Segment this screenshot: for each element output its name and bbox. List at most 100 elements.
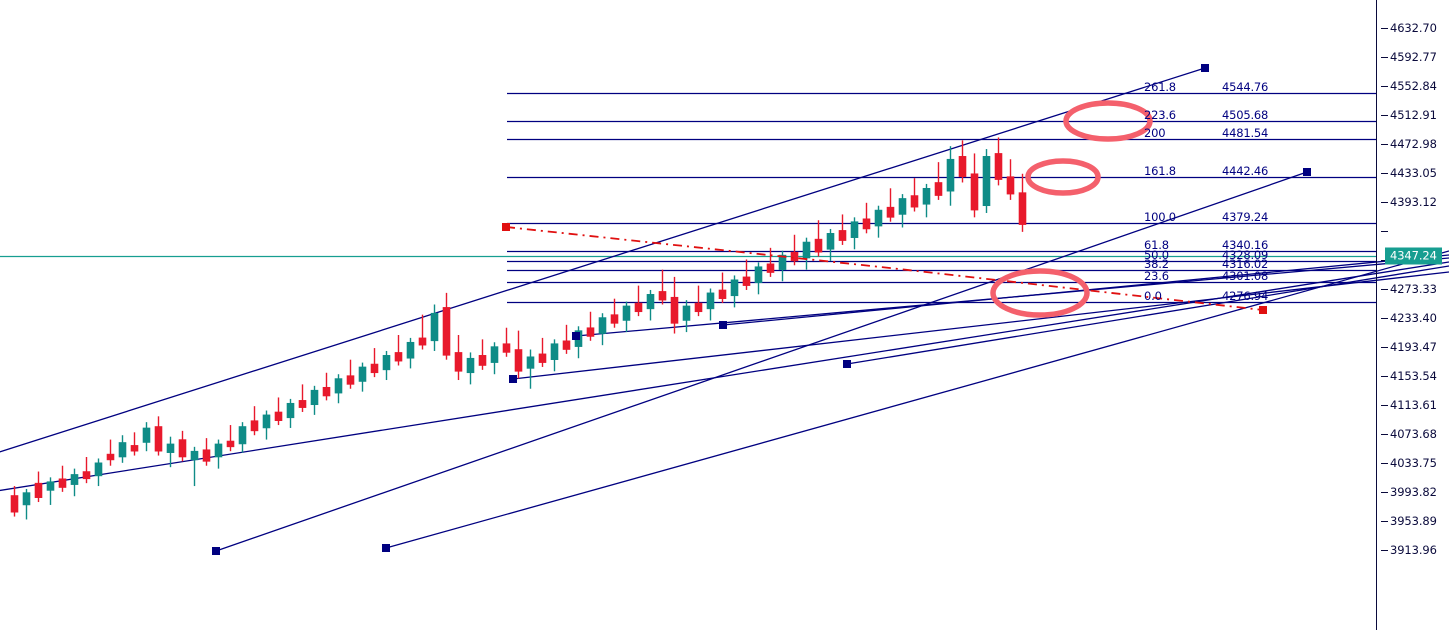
trendline-7-anchor-start[interactable] <box>719 321 727 329</box>
candle-body <box>502 343 511 353</box>
price-axis[interactable]: 4632.70 4592.77 4552.84 4512.91 4472.98 4433.… <box>1376 0 1449 630</box>
candle-body <box>622 305 631 321</box>
fib-ratio-label: 161.8 <box>1144 164 1176 178</box>
candle-body <box>10 495 19 513</box>
candle-body <box>694 302 703 313</box>
trendline-3-anchor-start[interactable] <box>382 544 390 552</box>
candle-body <box>1018 192 1027 225</box>
current-price-badge[interactable]: 4347.24 <box>1385 247 1442 265</box>
candle-body <box>58 478 67 488</box>
price-axis-label: 4233.40 <box>1390 311 1437 325</box>
trendline-2-anchor-start[interactable] <box>212 547 220 555</box>
candle-body <box>226 440 235 448</box>
candle-body <box>970 173 979 211</box>
fib-price-label: 4505.68 <box>1222 108 1269 122</box>
candle-body <box>898 198 907 215</box>
trendline-3[interactable] <box>385 250 1449 549</box>
trendline-1[interactable] <box>0 67 1206 455</box>
candle-body <box>994 153 1003 180</box>
price-axis-label: 4153.54 <box>1390 369 1437 383</box>
fib-ratio-label: 223.6 <box>1144 108 1176 122</box>
price-axis-label: 3993.82 <box>1390 485 1437 499</box>
candle-body <box>250 420 259 432</box>
fib-ratio-label: 100.0 <box>1144 210 1176 224</box>
candle-body <box>310 389 319 406</box>
fib-ratio-label: 261.8 <box>1144 80 1176 94</box>
candle-body <box>154 426 163 452</box>
candle-body <box>562 340 571 350</box>
price-axis-tick-mark <box>1381 115 1388 116</box>
candle-body <box>274 411 283 421</box>
trendline-2-anchor-end[interactable] <box>1303 168 1311 176</box>
projection-anchor-start[interactable] <box>502 223 510 231</box>
fib-ratio-label: 23.6 <box>1144 269 1169 283</box>
candle-body <box>286 402 295 419</box>
candle-body <box>910 195 919 208</box>
trendline-5-anchor-start[interactable] <box>509 375 517 383</box>
price-axis-tick-mark <box>1381 144 1388 145</box>
price-axis-label: 4033.75 <box>1390 456 1437 470</box>
candle-body <box>922 187 931 205</box>
fib-price-label: 4340.16 <box>1222 238 1269 252</box>
candle-body <box>1006 176 1015 195</box>
candle-body <box>430 312 439 342</box>
candle-body <box>634 302 643 313</box>
candle-body <box>466 357 475 374</box>
price-axis-tick-mark <box>1381 463 1388 464</box>
candle-body <box>790 251 799 262</box>
fib-price-label: 4544.76 <box>1222 80 1269 94</box>
projection-line-group[interactable] <box>502 223 1267 314</box>
price-axis-tick-mark <box>1381 434 1388 435</box>
trendline-2[interactable] <box>215 171 1308 552</box>
trendline-6-anchor-start[interactable] <box>572 332 580 340</box>
price-axis-tick-mark <box>1381 318 1388 319</box>
highlight-lower[interactable] <box>990 268 1090 318</box>
price-axis-tick-mark <box>1381 492 1388 493</box>
candle-body <box>526 356 535 369</box>
fib-price-label: 4316.02 <box>1222 257 1269 271</box>
candle-body <box>586 327 595 337</box>
fib-price-label: 4276.94 <box>1222 289 1269 303</box>
candle-body <box>418 337 427 346</box>
highlight-upper[interactable] <box>1063 100 1153 142</box>
trendline-8[interactable] <box>846 265 1449 365</box>
candle-body <box>838 230 847 241</box>
candle-body <box>610 314 619 324</box>
candle-body <box>334 378 343 394</box>
trendline-anchors-group[interactable] <box>212 64 1311 555</box>
projection-anchor-end[interactable] <box>1259 306 1267 314</box>
price-axis-tick-mark <box>1381 405 1388 406</box>
candle-body <box>766 263 775 273</box>
trendlines-group[interactable] <box>0 67 1449 552</box>
candle-body <box>190 450 199 461</box>
candle-body <box>178 439 187 458</box>
candle-body <box>598 317 607 334</box>
trendline-8-anchor-start[interactable] <box>843 360 851 368</box>
candle-body <box>514 349 523 372</box>
price-axis-tick-mark <box>1381 260 1388 261</box>
highlight-middle[interactable] <box>1025 158 1101 196</box>
candle-body <box>34 482 43 498</box>
candle-body <box>886 206 895 218</box>
price-axis-label: 4433.05 <box>1390 166 1437 180</box>
annotation-ellipses-group[interactable] <box>990 100 1153 318</box>
candle-body <box>850 221 859 238</box>
candle-body <box>982 156 991 207</box>
candle-body <box>22 492 31 506</box>
candle-body <box>406 341 415 359</box>
projection-dashed[interactable] <box>505 226 1264 311</box>
price-axis-tick-mark <box>1381 376 1388 377</box>
trendline-1-anchor-end[interactable] <box>1201 64 1209 72</box>
candle-body <box>394 352 403 362</box>
price-axis-label: 3953.89 <box>1390 514 1437 528</box>
price-axis-tick-mark <box>1381 550 1388 551</box>
candle-body <box>166 443 175 453</box>
candlesticks-group <box>10 137 1027 520</box>
fib-ratio-label: 0.0 <box>1144 289 1162 303</box>
trendline-5[interactable] <box>512 271 1449 380</box>
candle-body <box>742 276 751 286</box>
price-axis-label: 4193.47 <box>1390 340 1437 354</box>
candle-body <box>814 238 823 253</box>
